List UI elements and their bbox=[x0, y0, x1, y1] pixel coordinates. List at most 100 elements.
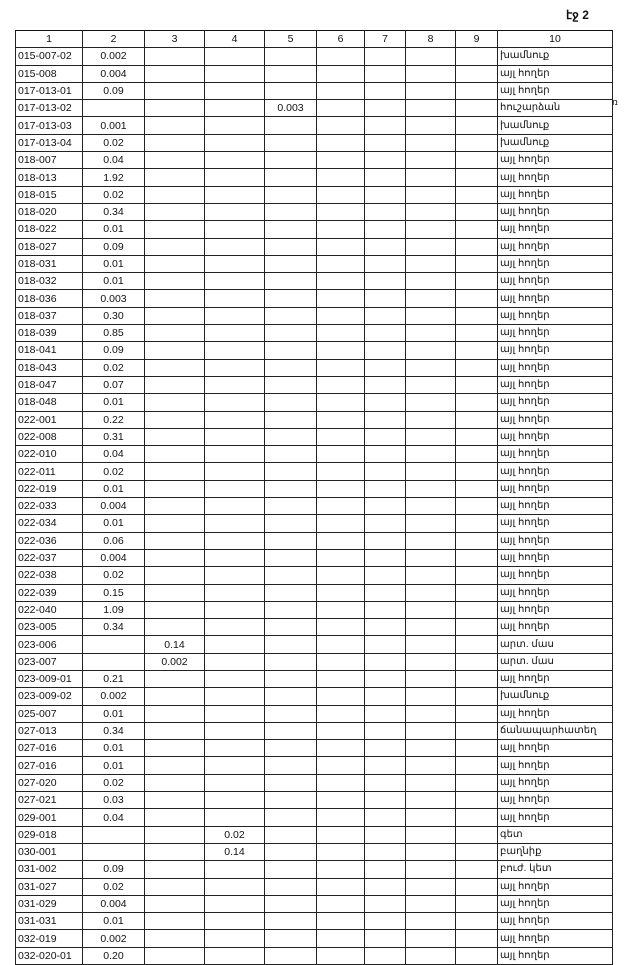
land-type-cell: այլ հողեր bbox=[497, 306, 613, 326]
land-type-cell: այլ հողեր bbox=[497, 358, 613, 377]
area-cell-col9 bbox=[455, 791, 498, 810]
land-type-cell: այլ հողեր bbox=[497, 877, 613, 896]
area-cell-col3 bbox=[144, 842, 205, 862]
parcel-code-cell: 027-020 bbox=[15, 773, 83, 793]
area-cell-col6 bbox=[316, 427, 365, 447]
area-cell-col9 bbox=[455, 237, 498, 256]
column-header: 4 bbox=[204, 29, 265, 49]
parcel-code-cell: 031-031 bbox=[15, 912, 83, 931]
area-cell-col7 bbox=[364, 791, 406, 810]
area-cell-col9 bbox=[455, 462, 498, 481]
area-cell-col3 bbox=[144, 358, 205, 377]
area-cell-col6 bbox=[316, 237, 365, 256]
area-cell-col8 bbox=[405, 462, 456, 481]
parcel-code-cell: 018-039 bbox=[15, 324, 83, 343]
parcel-code-cell: 017-013-02 bbox=[15, 99, 83, 118]
area-cell-col5 bbox=[264, 47, 317, 66]
area-cell-col2: 0.01 bbox=[82, 254, 145, 274]
table-row: 031-029 0.004 այլ հողեր bbox=[15, 894, 613, 914]
land-type-cell: այլ հողեր bbox=[497, 791, 613, 810]
area-cell-col9 bbox=[455, 168, 498, 187]
area-cell-col3 bbox=[144, 47, 205, 66]
parcel-code-cell: 015-008 bbox=[15, 64, 83, 83]
parcel-code-cell: 022-038 bbox=[15, 566, 83, 585]
area-cell-col8 bbox=[405, 652, 456, 671]
area-cell-col9 bbox=[455, 877, 498, 896]
area-cell-col6 bbox=[316, 531, 365, 550]
area-cell-col3 bbox=[144, 497, 205, 516]
area-cell-col9 bbox=[455, 912, 498, 931]
table-row: 022-037 0.004 այլ հողեր bbox=[15, 548, 613, 568]
area-cell-col9 bbox=[455, 894, 498, 914]
land-type-cell: այլ հողեր bbox=[497, 64, 613, 83]
area-cell-col7 bbox=[364, 497, 406, 516]
area-cell-col2: 0.01 bbox=[82, 704, 145, 723]
area-cell-col6 bbox=[316, 652, 365, 671]
area-cell-col6 bbox=[316, 583, 365, 602]
area-cell-col6 bbox=[316, 254, 365, 274]
table-row: 022-038 0.02 այլ հողեր bbox=[15, 566, 613, 585]
area-cell-col2: 0.004 bbox=[82, 548, 145, 568]
area-cell-col6 bbox=[316, 99, 365, 118]
area-cell-col2: 0.07 bbox=[82, 375, 145, 395]
area-cell-col4 bbox=[204, 462, 265, 481]
area-cell-col9 bbox=[455, 548, 498, 568]
area-cell-col5 bbox=[264, 687, 317, 706]
area-cell-col3 bbox=[144, 272, 205, 291]
area-cell-col9 bbox=[455, 946, 498, 965]
land-type-cell: արտ. մաս bbox=[497, 652, 613, 671]
area-cell-col2: 0.04 bbox=[82, 445, 145, 464]
table-row: 018-041 0.09 այլ հողեր bbox=[15, 341, 613, 360]
area-cell-col6 bbox=[316, 289, 365, 308]
area-cell-col4 bbox=[204, 929, 265, 948]
area-cell-col8 bbox=[405, 514, 456, 533]
area-cell-col4 bbox=[204, 739, 265, 758]
table-row: 030-001 0.14 բաղնիք bbox=[15, 842, 613, 862]
area-cell-col6 bbox=[316, 756, 365, 775]
area-cell-col4 bbox=[204, 272, 265, 291]
area-cell-col7 bbox=[364, 946, 406, 965]
area-cell-col6 bbox=[316, 341, 365, 360]
parcel-code-cell: 018-031 bbox=[15, 254, 83, 274]
area-cell-col4 bbox=[204, 860, 265, 879]
area-cell-col7 bbox=[364, 168, 406, 187]
parcel-code-cell: 023-007 bbox=[15, 652, 83, 671]
area-cell-col3 bbox=[144, 306, 205, 326]
area-cell-col4 bbox=[204, 912, 265, 931]
table-row: 032-020-01 0.20 այլ հողեր bbox=[15, 946, 613, 965]
area-cell-col4 bbox=[204, 133, 265, 153]
area-cell-col9 bbox=[455, 289, 498, 308]
parcel-code-cell: 017-013-03 bbox=[15, 116, 83, 135]
land-type-cell: բաղնիք bbox=[497, 842, 613, 862]
area-cell-col4: 0.14 bbox=[204, 842, 265, 862]
area-cell-col4 bbox=[204, 47, 265, 66]
area-cell-col2: 0.15 bbox=[82, 583, 145, 602]
area-cell-col6 bbox=[316, 151, 365, 170]
area-cell-col3 bbox=[144, 860, 205, 879]
table-row: 017-013-03 0.001 խամնուք bbox=[15, 116, 613, 135]
area-cell-col3 bbox=[144, 514, 205, 533]
table-row: 022-010 0.04 այլ հողեր bbox=[15, 445, 613, 464]
parcel-code-cell: 018-037 bbox=[15, 306, 83, 326]
area-cell-col9 bbox=[455, 220, 498, 239]
table-row: 018-013 1.92 այլ հողեր bbox=[15, 168, 613, 187]
area-cell-col4 bbox=[204, 652, 265, 671]
area-cell-col5: 0.003 bbox=[264, 99, 317, 118]
area-cell-col8 bbox=[405, 756, 456, 775]
area-cell-col6 bbox=[316, 306, 365, 326]
area-cell-col3 bbox=[144, 756, 205, 775]
land-type-cell: այլ հողեր bbox=[497, 254, 613, 274]
table-row: 018-031 0.01 այլ հողեր bbox=[15, 254, 613, 274]
area-cell-col7 bbox=[364, 341, 406, 360]
land-type-cell: ճանապարհատեղ bbox=[497, 721, 613, 741]
area-cell-col5 bbox=[264, 220, 317, 239]
area-cell-col8 bbox=[405, 133, 456, 153]
area-cell-col7 bbox=[364, 773, 406, 793]
area-cell-col7 bbox=[364, 272, 406, 291]
area-cell-col4 bbox=[204, 289, 265, 308]
area-cell-col7 bbox=[364, 929, 406, 948]
area-cell-col9 bbox=[455, 272, 498, 291]
table-row: 032-019 0.002 այլ հողեր bbox=[15, 929, 613, 948]
land-type-cell: այլ հողեր bbox=[497, 583, 613, 602]
area-cell-col8 bbox=[405, 687, 456, 706]
